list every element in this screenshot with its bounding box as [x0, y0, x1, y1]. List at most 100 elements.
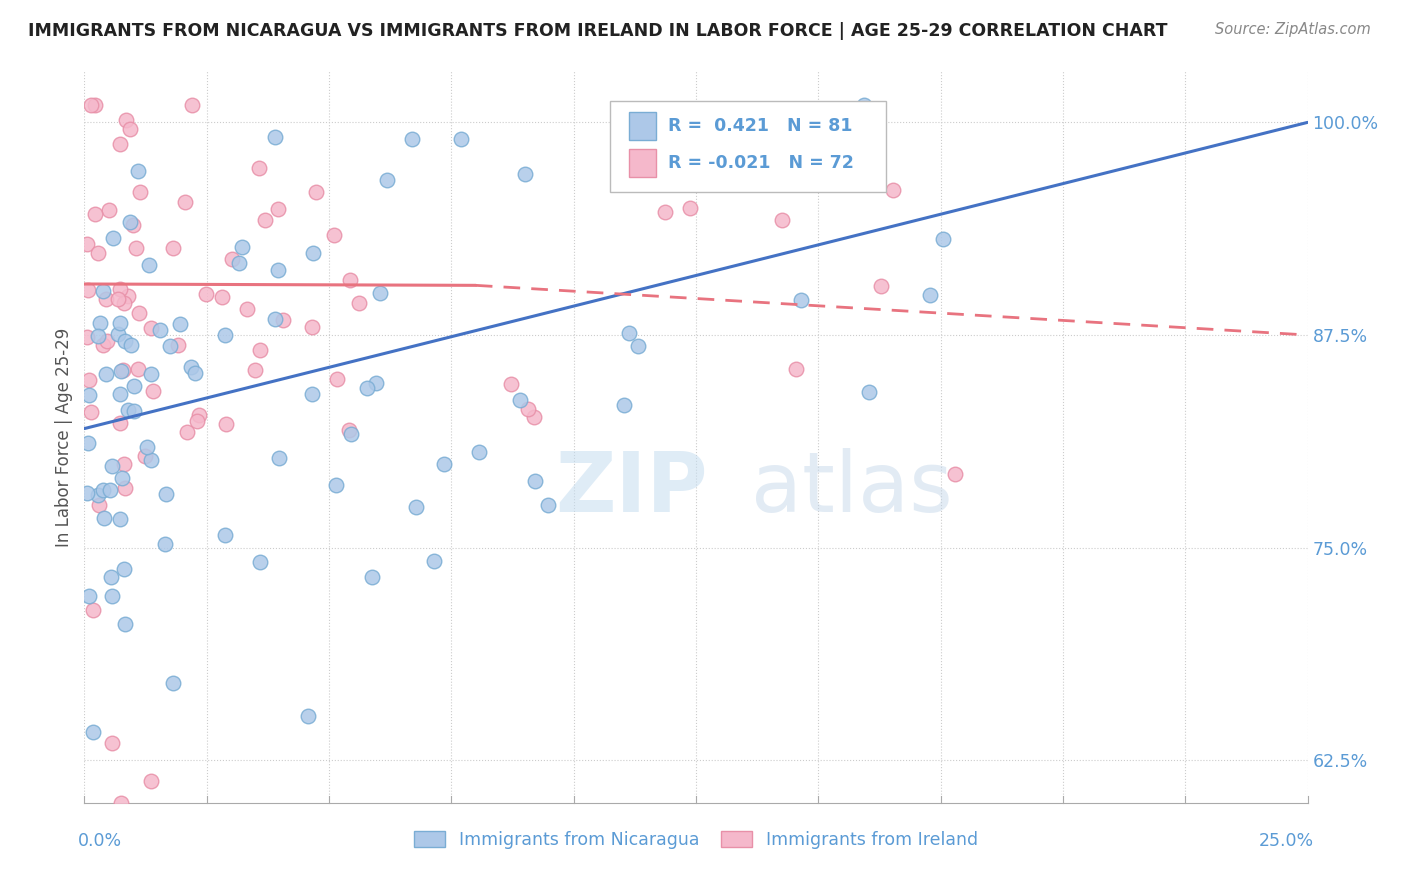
Point: [76, 485, 98, 500]
Point: [858, 385, 880, 400]
Point: [129, 185, 152, 199]
Point: [155, 486, 177, 500]
Point: [100, 589, 122, 603]
Point: [107, 326, 129, 341]
Point: [654, 204, 676, 219]
Point: [405, 500, 427, 514]
Point: [853, 98, 876, 112]
Point: [94, 292, 117, 306]
Point: [271, 313, 294, 327]
Point: [221, 252, 243, 267]
Point: [297, 709, 319, 723]
Point: [87, 488, 110, 502]
Point: [91, 284, 114, 298]
Point: [267, 202, 290, 216]
Point: [108, 282, 131, 296]
Point: [162, 241, 184, 255]
Point: [97, 203, 120, 218]
Point: [153, 537, 176, 551]
Point: [98, 483, 121, 497]
Point: [186, 414, 208, 428]
Point: [107, 293, 129, 307]
Point: [770, 213, 793, 227]
Point: [339, 427, 361, 442]
Point: [108, 416, 131, 430]
Point: [450, 132, 472, 146]
Point: [127, 163, 149, 178]
Point: [301, 387, 323, 401]
Text: Source: ZipAtlas.com: Source: ZipAtlas.com: [1215, 22, 1371, 37]
Point: [679, 201, 702, 215]
Point: [141, 367, 163, 381]
Text: ZIP: ZIP: [555, 448, 707, 529]
Text: 0.0%: 0.0%: [79, 832, 122, 850]
Point: [524, 474, 547, 488]
Point: [89, 316, 111, 330]
Legend: Immigrants from Nicaragua, Immigrants from Ireland: Immigrants from Nicaragua, Immigrants fr…: [415, 830, 977, 849]
Point: [627, 339, 650, 353]
Point: [401, 131, 423, 145]
Point: [173, 194, 195, 209]
Point: [516, 401, 538, 416]
Point: [93, 510, 115, 524]
FancyBboxPatch shape: [628, 112, 655, 140]
Point: [100, 459, 122, 474]
Point: [509, 393, 531, 408]
Point: [76, 330, 98, 344]
Point: [325, 372, 347, 386]
Point: [211, 290, 233, 304]
Point: [214, 328, 236, 343]
Point: [515, 167, 537, 181]
Point: [523, 410, 546, 425]
Point: [124, 241, 146, 255]
Point: [181, 98, 204, 112]
Point: [339, 273, 361, 287]
Point: [118, 215, 141, 229]
Point: [110, 364, 132, 378]
Point: [112, 362, 135, 376]
Point: [149, 323, 172, 337]
Point: [228, 256, 250, 270]
Point: [215, 417, 238, 431]
Point: [236, 302, 259, 317]
Point: [118, 122, 141, 136]
Point: [467, 445, 489, 459]
Point: [139, 452, 162, 467]
Y-axis label: In Labor Force | Age 25-29: In Labor Force | Age 25-29: [55, 327, 73, 547]
Point: [920, 288, 942, 302]
Point: [619, 326, 641, 341]
Point: [337, 423, 360, 437]
FancyBboxPatch shape: [610, 101, 886, 192]
Point: [423, 554, 446, 568]
Point: [96, 334, 118, 348]
Point: [100, 570, 122, 584]
Point: [785, 362, 807, 376]
Point: [110, 796, 132, 810]
Point: [87, 329, 110, 343]
Point: [536, 499, 558, 513]
Point: [122, 378, 145, 392]
Point: [305, 185, 328, 199]
Point: [349, 296, 371, 310]
Point: [82, 725, 104, 739]
Point: [263, 311, 285, 326]
Point: [79, 405, 101, 419]
Point: [231, 240, 253, 254]
Point: [162, 676, 184, 690]
Point: [117, 402, 139, 417]
Point: [243, 363, 266, 377]
Point: [176, 425, 198, 439]
Point: [114, 617, 136, 632]
Point: [76, 237, 98, 252]
Point: [368, 286, 391, 301]
Point: [790, 293, 813, 307]
Point: [138, 258, 160, 272]
Point: [110, 316, 132, 330]
Point: [112, 457, 135, 471]
Point: [84, 98, 107, 112]
Point: [87, 498, 110, 512]
Point: [122, 218, 145, 232]
Point: [96, 368, 118, 382]
Point: [269, 451, 291, 466]
Point: [356, 380, 378, 394]
